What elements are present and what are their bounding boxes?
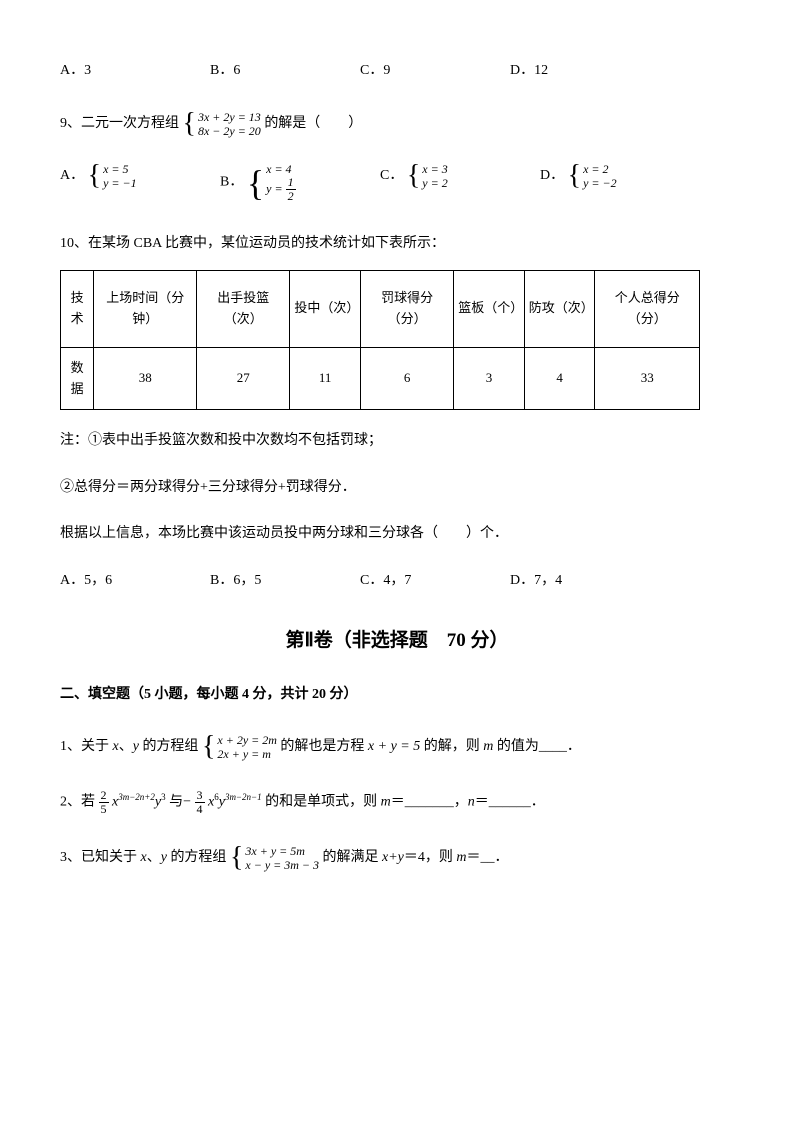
q9-options: A． { x = 5 y = −1 B． { x = 4 y = 12 C． {… [60, 162, 734, 203]
th-0: 技术 [61, 270, 94, 347]
q10-options: A．5，6 B．6，5 C．4，7 D．7，4 [60, 570, 734, 592]
fq3-system: { 3x + y = 5m x − y = 3m − 3 [230, 844, 319, 872]
th-4: 罚球得分（分） [360, 270, 453, 347]
q10-intro: 10、在某场 CBA 比赛中，某位运动员的技术统计如下表所示： [60, 233, 734, 255]
q9-opt-c: C． { x = 3 y = 2 [380, 162, 540, 203]
q9-prefix: 9、二元一次方程组 [60, 117, 179, 132]
td-2: 11 [290, 347, 361, 410]
th-7: 个人总得分（分） [595, 270, 700, 347]
subsection-fill: 二、填空题（5 小题，每小题 4 分，共计 20 分） [60, 684, 734, 706]
th-3: 投中（次） [290, 270, 361, 347]
q9-opt-d: D． { x = 2 y = −2 [540, 162, 700, 203]
q10-ask: 根据以上信息，本场比赛中该运动员投中两分球和三分球各（ ）个． [60, 523, 734, 545]
th-6: 防攻（次） [524, 270, 595, 347]
q8-opt-d: D．12 [510, 60, 660, 82]
fill-q1: 1、关于 x、y 的方程组 { x + 2y = 2m 2x + y = m 的… [60, 733, 734, 761]
q9-eq1: 3x + 2y = 13 [198, 110, 261, 124]
q9: 9、二元一次方程组 { 3x + 2y = 13 8x − 2y = 20 的解… [60, 110, 734, 138]
fill-q3: 3、已知关于 x、y 的方程组 { 3x + y = 5m x − y = 3m… [60, 844, 734, 872]
q8-opt-c: C．9 [360, 60, 510, 82]
q10-opt-a: A．5，6 [60, 570, 210, 592]
th-5: 篮板（个） [454, 270, 525, 347]
td-3: 6 [360, 347, 453, 410]
td-4: 3 [454, 347, 525, 410]
td-0: 38 [94, 347, 197, 410]
th-1: 上场时间（分钟） [94, 270, 197, 347]
q8-opt-a: A．3 [60, 60, 210, 82]
table-header-row: 技术 上场时间（分钟） 出手投篮（次） 投中（次） 罚球得分（分） 篮板（个） … [61, 270, 700, 347]
fill-q2: 2、若 25 x3m−2n+2y3 与− 34 x6y3m−2n−1 的和是单项… [60, 789, 734, 816]
td-label: 数据 [61, 347, 94, 410]
th-2: 出手投篮（次） [197, 270, 290, 347]
table-data-row: 数据 38 27 11 6 3 4 33 [61, 347, 700, 410]
q9-eq2: 8x − 2y = 20 [198, 124, 261, 138]
q10-opt-c: C．4，7 [360, 570, 510, 592]
q10-note1: 注：①表中出手投篮次数和投中次数均不包括罚球； [60, 430, 734, 452]
q10-note2: ②总得分＝两分球得分+三分球得分+罚球得分． [60, 477, 734, 499]
q10-table: 技术 上场时间（分钟） 出手投篮（次） 投中（次） 罚球得分（分） 篮板（个） … [60, 270, 700, 411]
section-2-title: 第Ⅱ卷（非选择题 70 分） [60, 626, 734, 656]
q10-opt-d: D．7，4 [510, 570, 660, 592]
q9-opt-a: A． { x = 5 y = −1 [60, 162, 220, 203]
td-6: 33 [595, 347, 700, 410]
fq1-system: { x + 2y = 2m 2x + y = m [202, 733, 277, 761]
q10-opt-b: B．6，5 [210, 570, 360, 592]
q8-options: A．3 B．6 C．9 D．12 [60, 60, 734, 82]
td-5: 4 [524, 347, 595, 410]
q9-system: { 3x + 2y = 13 8x − 2y = 20 [183, 110, 261, 138]
q8-opt-b: B．6 [210, 60, 360, 82]
q9-suffix: 的解是（ ） [264, 117, 362, 132]
q9-opt-b: B． { x = 4 y = 12 [220, 162, 380, 203]
td-1: 27 [197, 347, 290, 410]
